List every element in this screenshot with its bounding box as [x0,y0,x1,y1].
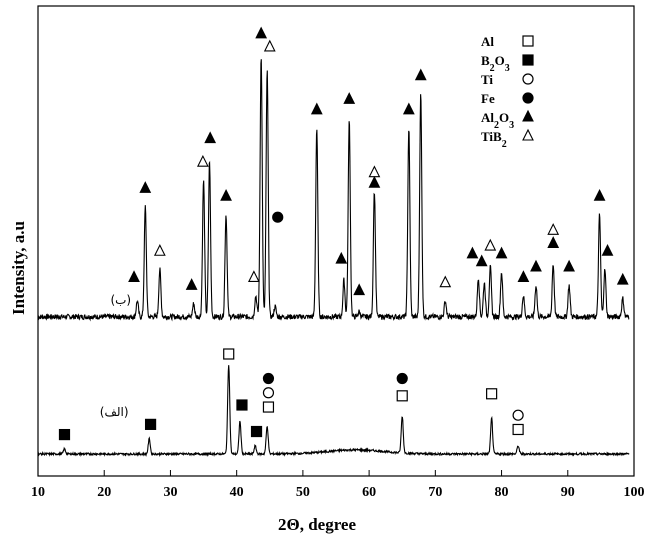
legend-filled-square-icon [522,54,534,66]
open-triangle-marker [197,154,209,167]
open-triangle-marker [368,165,381,178]
legend-label: Al [481,34,494,49]
open-triangle-marker [247,270,260,283]
open-triangle-marker [547,223,560,235]
open-square-marker [486,388,498,400]
x-tick-label: 100 [624,485,645,500]
filled-triangle-marker [414,68,427,81]
open-circle-marker [512,409,524,421]
y-axis-title: Intensity, a.u [9,221,28,315]
x-tick-label: 80 [495,485,509,500]
x-tick-label: 30 [163,485,177,500]
filled-triangle-marker [220,189,232,201]
x-axis-title: 2Θ, degree [278,515,357,534]
filled-square-marker [236,399,248,411]
x-tick-label: 50 [296,485,310,500]
filled-triangle-marker [547,236,560,248]
filled-triangle-marker [335,251,348,264]
legend-label: B2O3 [481,53,510,74]
filled-triangle-marker [466,246,479,259]
trace-upper: (ب) [37,26,630,322]
xrd-pattern-line [37,365,630,458]
filled-circle-marker [262,372,275,385]
filled-triangle-marker [495,246,508,259]
open-triangle-marker [153,244,166,256]
x-tick-label: 40 [230,485,244,500]
filled-triangle-marker [204,131,217,144]
trace-lower: (الف) [37,348,630,458]
filled-triangle-marker [353,283,366,296]
legend-filled-triangle-icon [522,109,534,122]
filled-triangle-marker [616,272,629,285]
filled-triangle-marker [517,270,530,283]
trace-label: (الف) [100,405,129,419]
open-triangle-marker [263,39,276,52]
filled-triangle-marker [563,259,575,272]
legend-label: Al2O3 [481,110,514,131]
trace-label: (ب) [110,293,131,307]
x-tick-label: 70 [428,485,442,500]
filled-triangle-marker [475,254,488,267]
filled-triangle-marker [310,102,323,115]
filled-triangle-marker [402,102,415,115]
filled-triangle-marker [128,270,140,283]
filled-triangle-marker [139,181,152,193]
open-triangle-marker [439,275,452,288]
filled-triangle-marker [601,244,614,256]
x-tick-label: 10 [31,485,45,500]
legend-label: Fe [481,91,495,106]
filled-triangle-marker [185,278,198,290]
open-square-marker [512,423,524,436]
x-tick-label: 90 [561,485,575,500]
filled-triangle-marker [368,175,381,188]
filled-triangle-marker [593,189,606,201]
filled-square-marker [250,425,263,438]
filled-square-marker [58,428,71,441]
filled-triangle-marker [343,92,356,104]
legend-open-triangle-icon [522,128,534,141]
x-tick-label: 60 [362,485,376,500]
open-square-marker [223,348,235,360]
plot-frame [37,5,635,477]
plot-area: (ب) (الف) [37,26,630,458]
axes: 10 20 30 40 50 60 70 80 90 100 [31,5,645,500]
legend-open-circle-icon [522,73,534,85]
open-circle-marker [262,387,275,399]
open-square-marker [262,401,275,413]
legend-label: Ti [481,72,493,87]
filled-circle-marker [272,211,284,223]
legend-open-square-icon [522,35,534,47]
open-triangle-marker [484,238,497,251]
filled-triangle-marker [255,26,268,39]
filled-triangle-marker [530,259,542,272]
filled-circle-marker [396,372,408,385]
legend-label: TiB2 [481,129,507,150]
xrd-pattern-line [37,59,630,322]
open-square-marker [396,390,408,402]
legend-filled-circle-icon [522,92,534,104]
x-tick-label: 20 [97,485,111,500]
filled-square-marker [144,418,157,430]
